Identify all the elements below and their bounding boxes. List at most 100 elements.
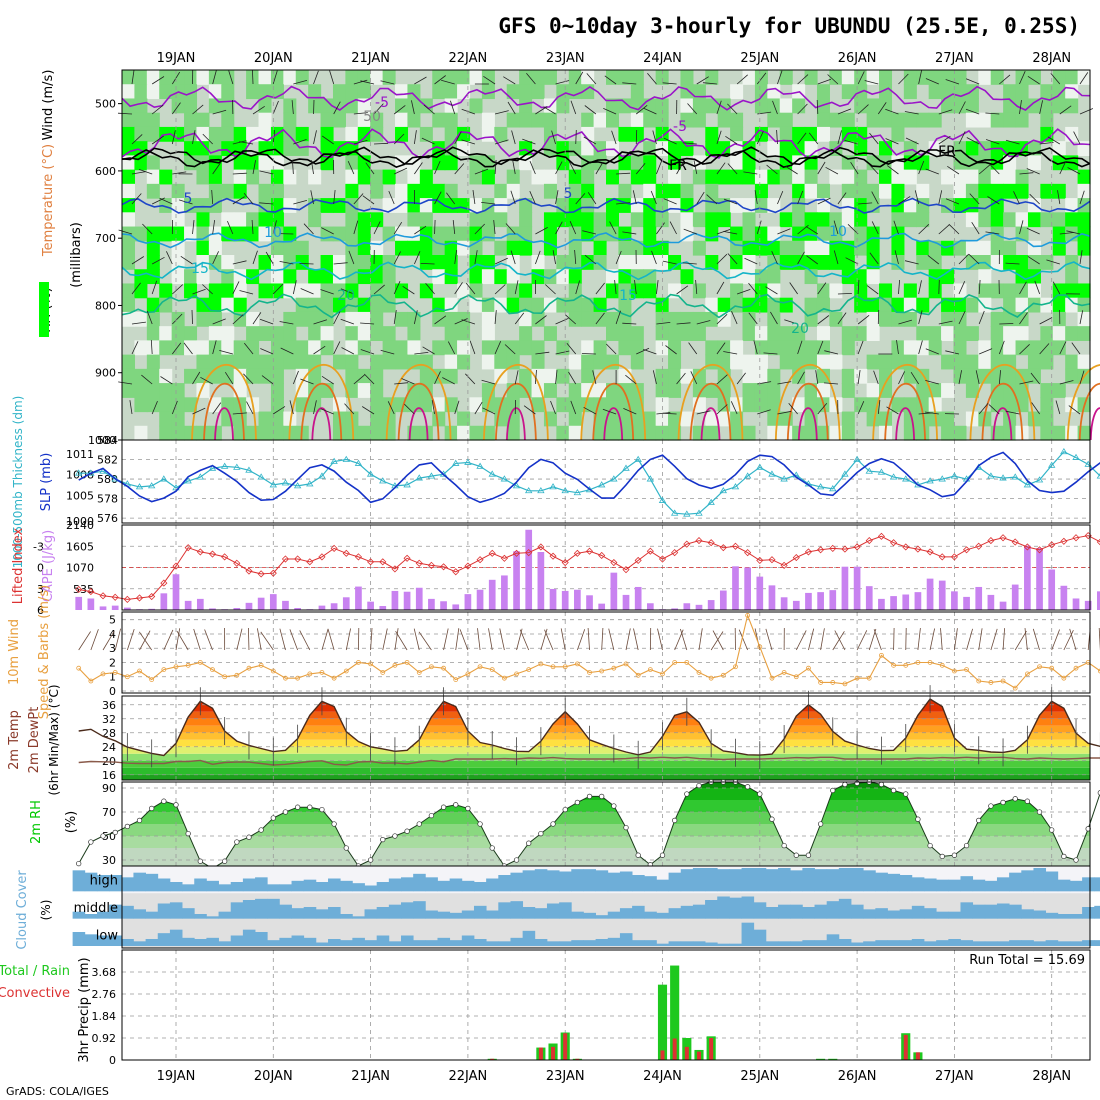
thickness-point	[512, 482, 521, 489]
rh-point	[246, 834, 252, 840]
rh-cell	[953, 169, 967, 185]
wind-barb	[494, 110, 509, 115]
rh-cell	[829, 70, 843, 85]
rh-cell	[829, 283, 843, 299]
rh-cell	[854, 126, 868, 142]
rh-cell	[320, 198, 334, 213]
rh-tick-label: 30	[102, 854, 116, 867]
cloud-bar	[473, 882, 487, 892]
rh-cell	[171, 212, 185, 228]
thickness-point	[877, 468, 886, 475]
wind-barb	[797, 132, 807, 145]
top-date-label: 25JAN	[740, 51, 779, 66]
wind-barb	[716, 162, 726, 175]
wind-barb	[313, 400, 317, 415]
wind-barb	[1026, 168, 1040, 175]
rh-cell	[357, 155, 371, 171]
cloud-bar	[218, 941, 232, 946]
wind-barb	[422, 346, 435, 355]
cloud-bar	[182, 908, 195, 919]
rh-cell	[941, 98, 955, 114]
rh-cell	[941, 269, 955, 285]
wind-barb	[858, 202, 873, 205]
rh-cell	[928, 283, 942, 299]
wind-barb	[574, 249, 577, 265]
wind-barb	[434, 219, 436, 235]
rh-cell	[606, 326, 620, 341]
rh-cell	[804, 183, 818, 199]
rh-cell	[1065, 84, 1079, 100]
cloud-bar	[498, 941, 511, 946]
cloud-bar	[1094, 940, 1100, 946]
cloud-bar	[498, 875, 511, 892]
rh-cell	[816, 368, 830, 384]
rh-cell	[792, 169, 806, 185]
wind-barb	[481, 202, 496, 205]
wind-barb	[924, 411, 939, 415]
cloud-bar	[960, 876, 974, 892]
wind-barb	[676, 285, 689, 295]
wind-barb	[857, 314, 870, 325]
wind-barb	[212, 318, 226, 325]
rh-cell	[1040, 112, 1054, 128]
wind-barb	[1055, 400, 1061, 415]
wind-barb	[191, 309, 193, 325]
rh-cell	[407, 198, 421, 213]
wind-barb	[393, 251, 401, 265]
wind-barb	[837, 108, 852, 115]
wind-barb	[450, 100, 456, 115]
rh-cell	[965, 297, 979, 313]
cloud-bar	[194, 914, 207, 919]
cloud-bar	[303, 937, 317, 946]
wind-barb	[402, 285, 415, 295]
rh-cell	[531, 112, 545, 128]
rh-cell	[122, 141, 136, 156]
rh-cell	[941, 198, 955, 213]
wind-speed-point	[477, 664, 483, 670]
wind-barb	[797, 190, 804, 205]
cloud-bar	[522, 930, 536, 946]
rh-cell	[630, 383, 644, 398]
rh-cell	[382, 297, 396, 313]
rh-cell	[742, 368, 756, 384]
wind-barb	[1067, 167, 1081, 175]
wind-barb	[1050, 73, 1061, 85]
lifted-index-point	[184, 544, 192, 552]
rh-cell	[903, 311, 917, 327]
rh-cell	[146, 70, 160, 85]
rh-cell	[444, 354, 458, 370]
rh-cell	[730, 340, 744, 356]
cloud-bar	[96, 911, 110, 919]
rh-cell	[171, 269, 185, 285]
wind-barb	[999, 323, 1014, 325]
rh-cell	[543, 183, 557, 199]
wind-barb	[474, 401, 483, 415]
rh-cell	[531, 84, 545, 100]
wind-barb	[662, 260, 677, 265]
rh-point	[136, 817, 143, 824]
wind-barb	[404, 403, 415, 415]
rh-cell	[444, 126, 458, 142]
cape-bar	[342, 597, 350, 610]
rh-cell	[184, 326, 198, 341]
rh-cell	[767, 141, 781, 156]
rh-cell	[444, 70, 458, 85]
temperature-contour-30	[786, 382, 829, 441]
temperature-contour	[121, 293, 1091, 319]
wind-barb	[555, 80, 570, 85]
contour-label: 5	[184, 191, 193, 207]
wind-barb	[421, 137, 435, 145]
rh-cell	[221, 112, 235, 128]
rh-cell	[481, 326, 495, 341]
rh-cell	[407, 383, 421, 398]
rh-cell	[779, 126, 793, 142]
cloud-bar	[753, 868, 767, 892]
wind-barb	[1059, 161, 1067, 175]
cloud-bar	[948, 879, 961, 892]
lifted-index-point	[525, 549, 533, 557]
wind-barb	[292, 159, 294, 175]
wind-barb	[730, 401, 738, 415]
rh-cell	[345, 84, 359, 100]
rh-cell	[122, 297, 136, 313]
wind-barb	[565, 314, 577, 325]
